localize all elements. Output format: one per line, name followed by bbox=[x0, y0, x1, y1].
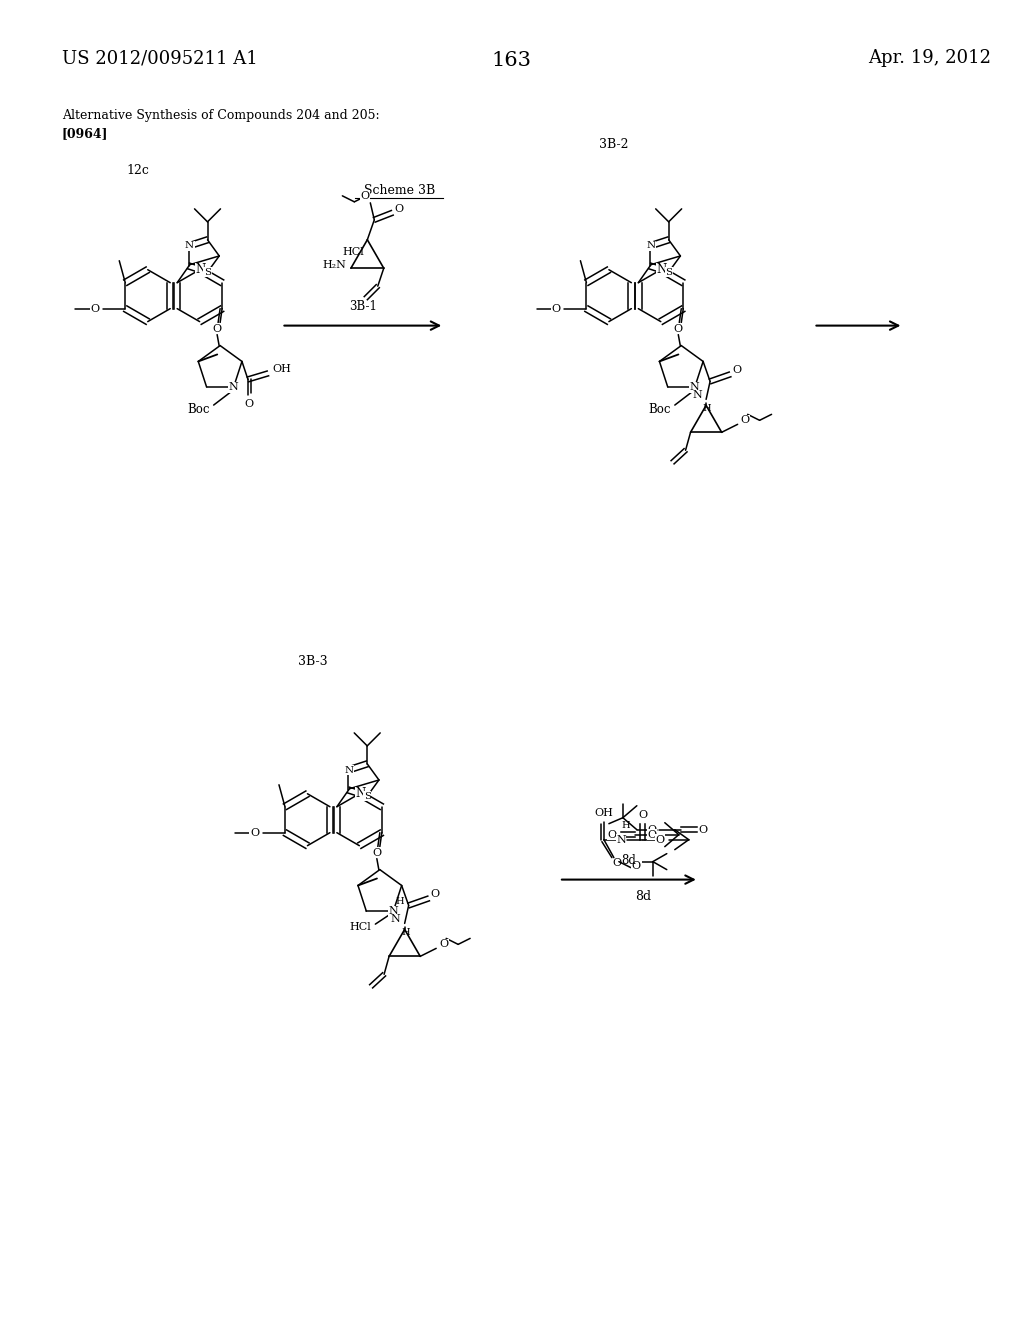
Text: O: O bbox=[245, 400, 254, 409]
Text: 163: 163 bbox=[492, 51, 531, 70]
Text: N: N bbox=[646, 242, 655, 251]
Text: O: O bbox=[632, 861, 641, 871]
Text: [0964]: [0964] bbox=[61, 127, 109, 140]
Text: US 2012/0095211 A1: US 2012/0095211 A1 bbox=[61, 49, 258, 67]
Text: N: N bbox=[692, 391, 702, 400]
Text: O: O bbox=[439, 940, 449, 949]
Text: H: H bbox=[702, 404, 712, 413]
Text: OH: OH bbox=[595, 808, 613, 817]
Text: S: S bbox=[364, 792, 371, 801]
Text: H: H bbox=[401, 928, 410, 937]
Text: HCl: HCl bbox=[342, 247, 365, 257]
Text: 3B-1: 3B-1 bbox=[349, 300, 377, 313]
Text: N: N bbox=[355, 787, 366, 800]
Text: O: O bbox=[647, 825, 656, 834]
Text: N: N bbox=[656, 263, 667, 276]
Text: N: N bbox=[388, 906, 398, 916]
Text: O: O bbox=[647, 830, 656, 840]
Text: O: O bbox=[740, 416, 750, 425]
Text: O: O bbox=[655, 834, 665, 845]
Text: N: N bbox=[196, 263, 206, 276]
Text: N: N bbox=[185, 242, 195, 251]
Text: Boc: Boc bbox=[187, 403, 210, 416]
Text: N: N bbox=[345, 766, 354, 775]
Text: O: O bbox=[250, 828, 259, 838]
Text: OH: OH bbox=[272, 364, 291, 375]
Text: H: H bbox=[395, 896, 403, 906]
Text: Apr. 19, 2012: Apr. 19, 2012 bbox=[868, 49, 991, 67]
Text: S: S bbox=[666, 268, 672, 277]
Text: O: O bbox=[612, 858, 622, 867]
Text: O: O bbox=[698, 825, 708, 834]
Text: O: O bbox=[431, 890, 439, 899]
Text: S: S bbox=[204, 268, 211, 277]
Text: 12c: 12c bbox=[126, 164, 150, 177]
Text: HCl: HCl bbox=[349, 923, 372, 932]
Text: 8d: 8d bbox=[635, 890, 651, 903]
Text: O: O bbox=[394, 203, 403, 214]
Text: O: O bbox=[608, 830, 616, 840]
Text: 3B-3: 3B-3 bbox=[298, 655, 328, 668]
Text: Boc: Boc bbox=[648, 403, 671, 416]
Text: 8d: 8d bbox=[622, 854, 636, 867]
Text: O: O bbox=[90, 304, 99, 314]
Text: O: O bbox=[674, 323, 683, 334]
Text: N: N bbox=[391, 915, 400, 924]
Text: O: O bbox=[373, 847, 381, 858]
Text: H: H bbox=[622, 821, 630, 830]
Text: H₂N: H₂N bbox=[322, 260, 346, 271]
Text: N: N bbox=[616, 834, 626, 845]
Text: Alternative Synthesis of Compounds 204 and 205:: Alternative Synthesis of Compounds 204 a… bbox=[61, 110, 380, 121]
Text: N: N bbox=[228, 381, 239, 392]
Text: N: N bbox=[690, 381, 699, 392]
Text: O: O bbox=[551, 304, 560, 314]
Text: 3B-2: 3B-2 bbox=[599, 139, 629, 150]
Text: O: O bbox=[360, 191, 370, 201]
Text: O: O bbox=[213, 323, 221, 334]
Text: Scheme 3B: Scheme 3B bbox=[364, 183, 435, 197]
Text: O: O bbox=[732, 366, 741, 375]
Text: O: O bbox=[638, 809, 647, 820]
